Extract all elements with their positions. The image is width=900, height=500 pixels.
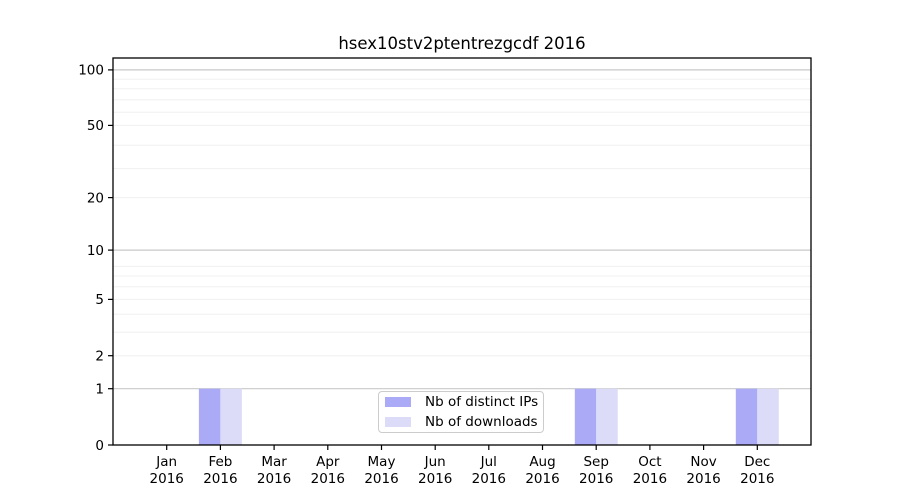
legend-label-downloads: Nb of downloads [425,413,538,430]
x-tick-label-year: 2016 [633,471,667,487]
x-tick-label-year: 2016 [418,471,452,487]
y-tick-label: 2 [95,349,104,365]
x-tick-label-year: 2016 [686,471,720,487]
bar-feb-series0 [198,388,221,445]
bar-dec-series1 [757,388,779,445]
x-tick-label-month: Jun [424,454,446,470]
y-tick-label: 0 [95,438,104,454]
x-tick-label-month: Jan [155,454,177,470]
x-tick-label-year: 2016 [364,471,398,487]
bar-sep-series0 [574,388,597,445]
x-tick-label-month: Mar [261,454,287,470]
x-tick-label-month: Aug [529,454,555,470]
legend-item-downloads: Nb of downloads [385,413,538,430]
x-tick-label-month: Apr [316,454,340,470]
x-tick-label-month: Dec [744,454,770,470]
y-tick-label: 10 [87,243,104,259]
legend-label-distinct-ips: Nb of distinct IPs [425,393,539,410]
legend-item-distinct-ips: Nb of distinct IPs [385,393,539,410]
y-tick-label: 1 [95,382,104,398]
plot-border [112,57,812,446]
x-tick-label-month: May [368,454,396,470]
x-tick-label-month: Sep [583,454,608,470]
legend: Nb of distinct IPs Nb of downloads [378,391,544,433]
x-tick-label-year: 2016 [525,471,559,487]
x-tick-label-month: Nov [690,454,716,470]
y-tick-label: 50 [87,118,104,134]
x-tick-label-year: 2016 [203,471,237,487]
x-tick-label-year: 2016 [472,471,506,487]
x-tick-label-year: 2016 [257,471,291,487]
y-tick-label: 20 [87,190,104,206]
x-tick-label-month: Jul [480,454,497,470]
legend-swatch-downloads [385,417,411,427]
x-tick-label-month: Feb [208,454,232,470]
bar-sep-series1 [596,388,618,445]
chart-title: hsex10stv2ptentrezgcdf 2016 [338,34,586,53]
bar-feb-series1 [220,388,242,445]
x-tick-label-year: 2016 [740,471,774,487]
y-tick-label: 5 [95,292,104,308]
bar-dec-series0 [735,388,758,445]
x-tick-label-month: Oct [638,454,661,470]
x-tick-label-year: 2016 [311,471,345,487]
legend-swatch-distinct-ips [385,397,411,407]
x-tick-label-year: 2016 [150,471,184,487]
y-tick-label: 100 [78,63,104,79]
x-tick-label-year: 2016 [579,471,613,487]
